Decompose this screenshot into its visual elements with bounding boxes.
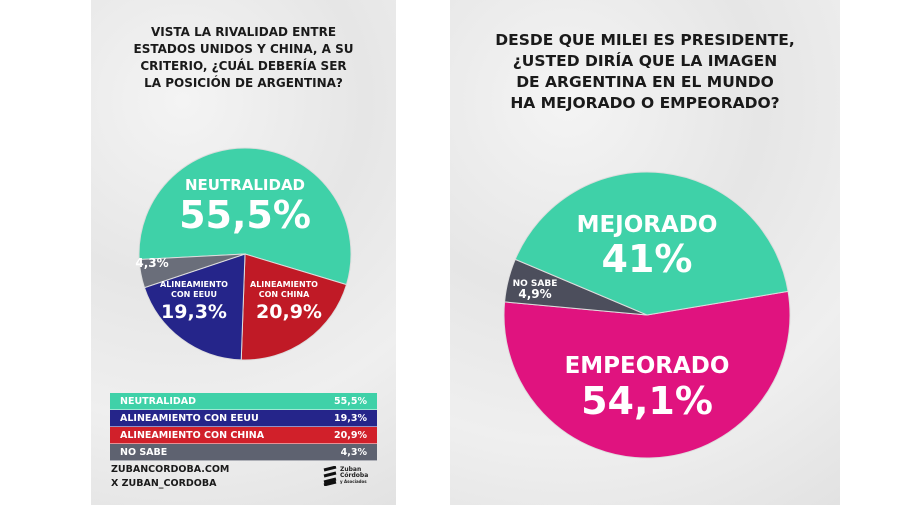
legend-row-eeuu: ALINEAMIENTO CON EEUU 19,3% [110,410,377,427]
website-text: ZUBANCORDOBA.COM [111,464,230,475]
legend-label: ALINEAMIENTO CON CHINA [120,429,265,441]
title-line: HA MEJORADO O EMPEORADO? [510,94,780,112]
title-line: LA POSICIÓN DE ARGENTINA? [144,76,343,90]
data-label-name: EMPEORADO [565,353,730,379]
pie-slice-neutralidad [138,147,352,286]
pie-slice-alineamiento-con-china [240,253,348,361]
data-label-name: NEUTRALIDAD [185,176,305,194]
data-label-name: CON EEUU [171,290,217,299]
data-label-value: 19,3% [161,301,227,323]
legend-table: NEUTRALIDAD 55,5% ALINEAMIENTO CON EEUU 19… [110,393,377,461]
pie-slice-mejorado [514,171,789,316]
left-question-title: VISTA LA RIVALIDAD ENTRE ESTADOS UNIDOS … [91,24,396,92]
data-label-value: 41% [602,237,693,281]
data-label-value: 4,9% [518,287,551,301]
right-question-title: DESDE QUE MILEI ES PRESIDENTE, ¿USTED DI… [450,30,840,114]
data-label-name: CON CHINA [259,290,310,299]
legend-value: 19,3% [334,412,367,424]
data-label-value: 4,3% [135,256,168,270]
left-infographic: VISTA LA RIVALIDAD ENTRE ESTADOS UNIDOS … [91,0,396,505]
data-label-name: ALINEAMIENTO [250,280,318,289]
legend-row-neutralidad: NEUTRALIDAD 55,5% [110,393,377,410]
title-line: ¿USTED DIRÍA QUE LA IMAGEN [512,52,778,70]
title-line: DE ARGENTINA EN EL MUNDO [516,73,774,91]
legend-row-china: ALINEAMIENTO CON CHINA 20,9% [110,427,377,444]
social-handle: X ZUBAN_CORDOBA [111,478,217,489]
legend-value: 20,9% [334,429,367,441]
data-label-value: 20,9% [256,301,322,323]
legend-value: 4,3% [340,446,367,458]
title-line: DESDE QUE MILEI ES PRESIDENTE, [495,31,795,49]
legend-label: ALINEAMIENTO CON EEUU [120,412,259,424]
right-infographic: DESDE QUE MILEI ES PRESIDENTE, ¿USTED DI… [450,0,840,505]
title-line: CRITERIO, ¿CUÁL DEBERÍA SER [140,59,347,73]
pie-slice-alineamiento-con-eeuu [143,253,246,361]
legend-label: NO SABE [120,446,168,458]
data-label-name: ALINEAMIENTO [160,280,228,289]
title-line: VISTA LA RIVALIDAD ENTRE [150,25,337,39]
data-label-name: MEJORADO [577,212,718,238]
data-label-value: 54,1% [581,379,713,423]
title-line: ESTADOS UNIDOS Y CHINA, A SU [133,42,354,56]
data-label-value: 55,5% [179,193,311,237]
zuban-cordoba-logo: Zuban Córdoba y Asociados [323,466,368,486]
pie-slice-no-sabe [138,253,246,289]
logo-mark-icon [323,466,337,486]
legend-value: 55,5% [334,395,367,407]
legend-label: NEUTRALIDAD [120,395,197,407]
legend-row-no-sabe: NO SABE 4,3% [110,444,377,461]
pie-slice-empeorado [503,290,791,459]
data-label-name: NO SABE [513,279,558,289]
